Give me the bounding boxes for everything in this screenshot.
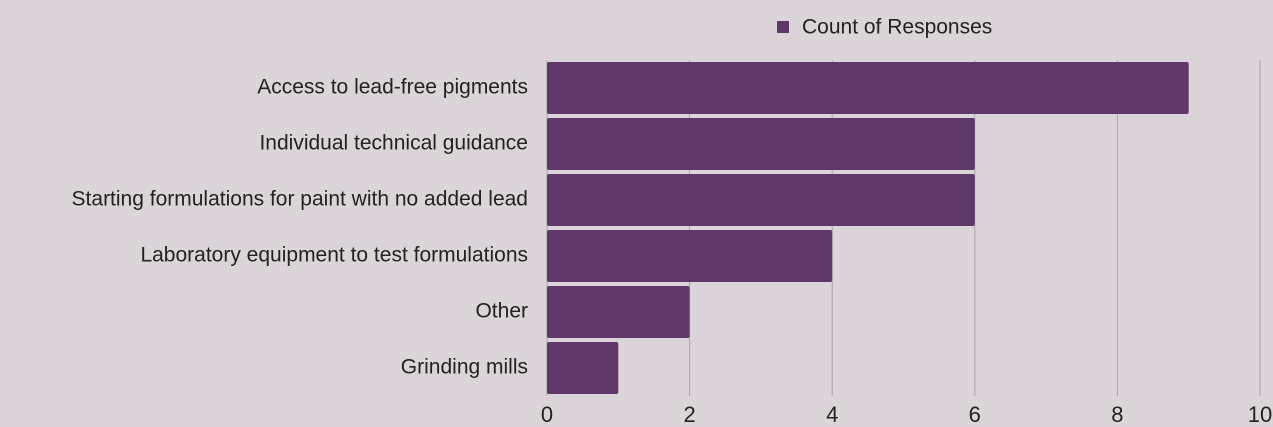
y-tick-label: Access to lead-free pigments [257,76,528,99]
y-tick-label: Starting formulations for paint with no … [72,188,528,211]
x-tick-label: 4 [826,402,838,427]
y-tick-label: Laboratory equipment to test formulation… [140,244,528,267]
bar [547,342,619,394]
x-tick-label: 6 [969,402,981,427]
y-tick-label: Grinding mills [401,356,528,379]
x-tick-label: 0 [541,402,553,427]
bar [547,230,833,282]
bar [547,286,690,338]
legend-label: Count of Responses [802,16,992,39]
y-tick-label: Other [475,300,528,323]
x-tick-label: 8 [1111,402,1123,427]
y-tick-label: Individual technical guidance [259,132,528,155]
x-tick-label: 10 [1248,402,1272,427]
legend-swatch [777,21,789,33]
bar [547,62,1189,114]
x-tick-label: 2 [683,402,695,427]
bar [547,118,975,170]
bar [547,174,975,226]
